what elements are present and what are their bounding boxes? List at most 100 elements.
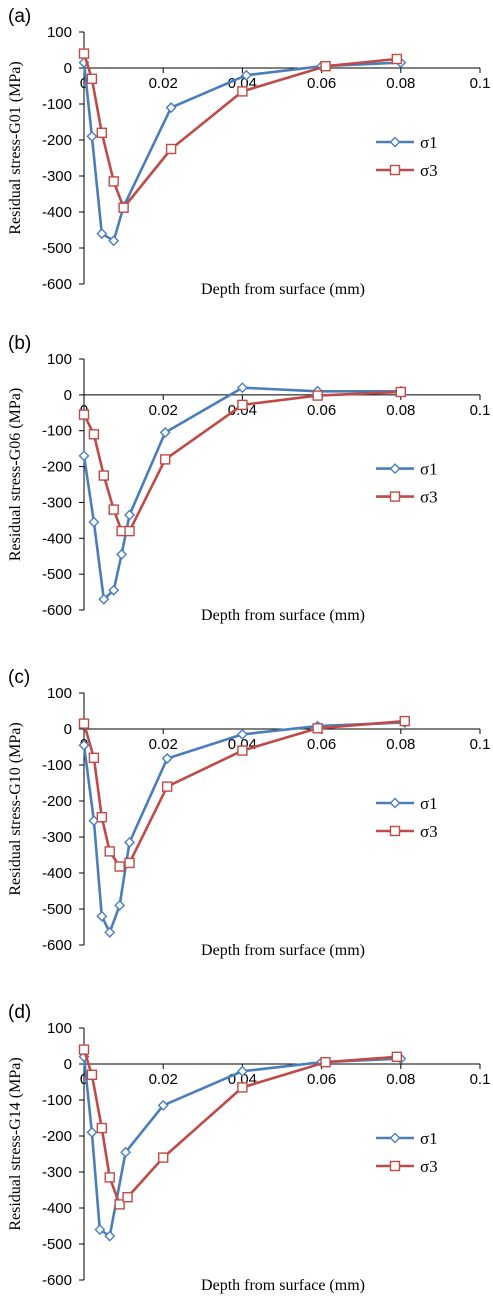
chart-panel-2: (b)1000-100-200-300-400-500-60000.020.04…	[7, 333, 490, 624]
data-point	[96, 1122, 108, 1134]
legend-item: σ3	[376, 488, 438, 507]
y-tick-label: -600	[42, 937, 72, 954]
data-point	[108, 235, 120, 247]
data-point	[236, 382, 248, 394]
panel-label: (a)	[8, 6, 31, 27]
y-tick-label: -100	[42, 1092, 72, 1109]
y-tick-label: 100	[47, 685, 72, 702]
legend-marker	[389, 1132, 401, 1144]
panel-label: (c)	[8, 667, 30, 688]
y-tick-label: -400	[42, 1200, 72, 1217]
x-tick-label: 0.06	[307, 402, 336, 419]
y-tick-label: -100	[42, 96, 72, 113]
x-tick-label: 0.02	[149, 402, 178, 419]
legend-label: σ3	[420, 1157, 438, 1176]
data-point	[78, 409, 90, 420]
x-tick-label: 0.08	[386, 402, 415, 419]
chart-panel-3: (c)1000-100-200-300-400-500-60000.020.04…	[7, 667, 490, 959]
data-point	[161, 753, 173, 765]
data-point	[399, 715, 410, 727]
legend-label: σ1	[420, 794, 438, 813]
data-point	[78, 48, 90, 59]
y-tick-label: -600	[42, 1272, 72, 1289]
y-tick-label: -400	[42, 865, 72, 882]
legend-label: σ1	[420, 1129, 438, 1148]
data-point	[108, 584, 120, 596]
y-tick-label: -100	[42, 757, 72, 774]
legend-marker	[389, 797, 401, 809]
y-tick-label: -400	[42, 204, 72, 221]
data-point	[124, 509, 136, 521]
y-tick-label: -300	[42, 494, 72, 511]
data-point	[88, 752, 100, 763]
y-axis-title: Residual stress-G14 (MPa)	[7, 1057, 24, 1230]
legend-label: σ3	[420, 822, 438, 841]
panel-label: (b)	[8, 333, 31, 354]
legend-label: σ1	[420, 133, 438, 152]
x-tick-label: 0.06	[307, 1071, 336, 1088]
x-tick-label: 0.1	[470, 75, 491, 92]
data-point	[237, 399, 248, 411]
legend-label: σ3	[420, 488, 438, 507]
data-point	[86, 1126, 98, 1138]
data-point	[159, 427, 171, 438]
legend-item: σ1	[376, 133, 438, 152]
data-point	[114, 1199, 125, 1210]
legend-item: σ1	[376, 460, 438, 479]
data-point	[114, 899, 126, 911]
data-point	[240, 69, 252, 81]
data-point	[108, 176, 119, 187]
data-point	[165, 143, 177, 155]
y-axis-title: Residual stress-G10 (MPa)	[7, 722, 24, 895]
data-point	[237, 86, 248, 97]
data-point	[98, 593, 110, 605]
y-tick-label: -500	[42, 240, 72, 257]
legend-item: σ3	[376, 161, 438, 180]
x-axis-title: Depth from surface (mm)	[201, 942, 365, 959]
y-tick-label: -500	[42, 901, 72, 918]
data-point	[157, 1099, 169, 1111]
data-point	[98, 470, 110, 481]
data-point	[116, 548, 128, 560]
data-point	[159, 454, 171, 465]
y-tick-label: 100	[47, 351, 72, 368]
x-tick-label: 0.1	[470, 402, 491, 419]
data-point	[118, 202, 129, 213]
legend-marker	[389, 136, 401, 148]
data-point	[86, 1069, 98, 1081]
legend-label: σ1	[420, 460, 438, 479]
x-tick-label: 0.08	[386, 1071, 415, 1088]
data-point	[96, 228, 108, 240]
y-tick-label: -200	[42, 132, 72, 149]
y-tick-label: 100	[47, 1020, 72, 1037]
data-point	[236, 1065, 248, 1077]
data-point	[88, 429, 100, 440]
legend-marker	[389, 491, 401, 502]
y-tick-label: 0	[64, 1056, 72, 1073]
data-point	[395, 386, 406, 398]
x-tick-label: 0	[80, 1071, 88, 1088]
x-tick-label: 0.1	[470, 736, 491, 753]
series-sigma3	[78, 48, 403, 213]
data-point	[86, 73, 98, 85]
data-point	[124, 857, 135, 869]
series-sigma3	[78, 1044, 403, 1210]
data-point	[237, 1082, 248, 1093]
legend-item: σ3	[376, 822, 438, 841]
x-tick-label: 0.08	[386, 75, 415, 92]
x-tick-label: 0.06	[307, 736, 336, 753]
legend-marker	[389, 463, 401, 475]
y-tick-label: 100	[47, 24, 72, 41]
y-tick-label: -300	[42, 1164, 72, 1181]
x-tick-label: 0.1	[470, 1071, 491, 1088]
data-point	[104, 926, 116, 938]
x-tick-label: 0.02	[149, 1071, 178, 1088]
data-point	[124, 836, 136, 848]
series-sigma3	[78, 715, 410, 872]
data-point	[236, 728, 248, 740]
